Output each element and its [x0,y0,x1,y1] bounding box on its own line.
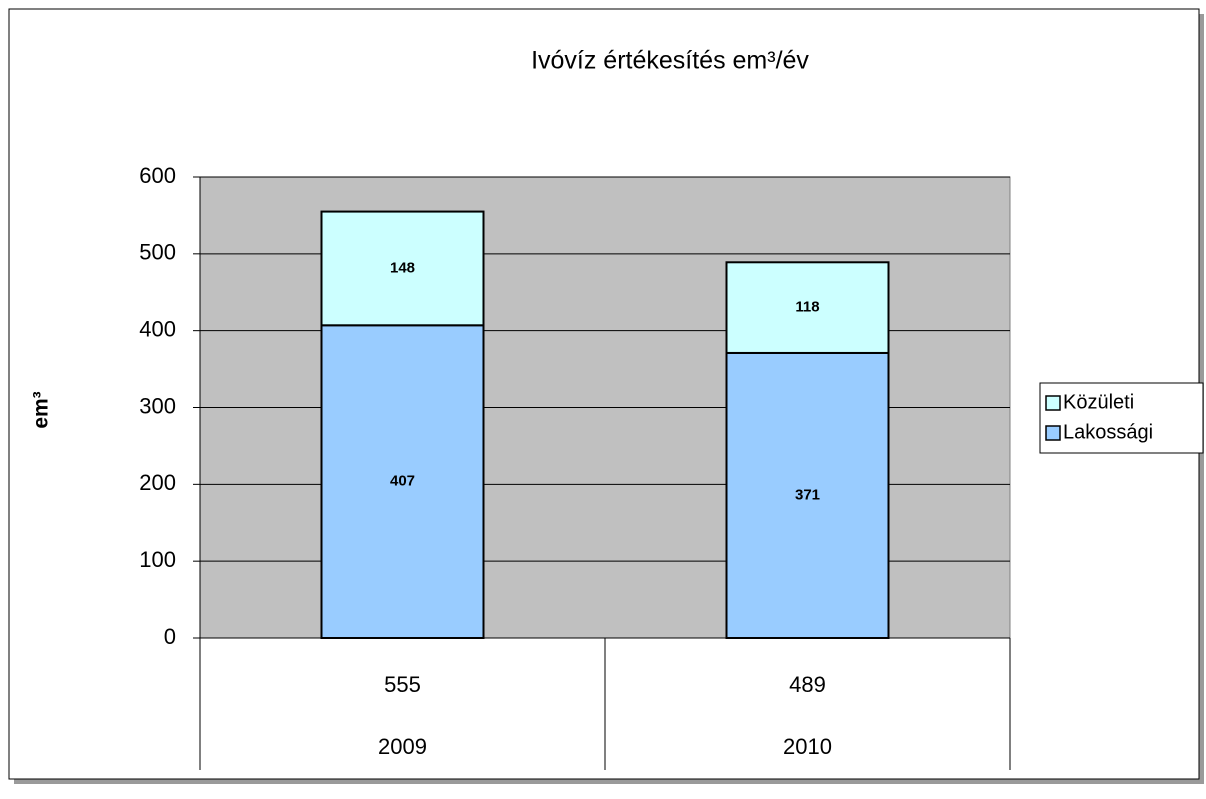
y-tick-label: 100 [139,547,176,572]
legend-label: Közületi [1063,391,1134,413]
category-total-label: 489 [789,672,826,697]
y-tick-label: 300 [139,393,176,418]
bar-segment [725,261,890,354]
bar-segment [725,351,890,639]
data-label: 371 [795,486,820,503]
x-tick-label: 2010 [783,734,832,759]
y-tick-label: 500 [139,240,176,265]
legend-swatch [1045,425,1061,441]
y-axis-label: em³ [30,391,53,428]
legend-label: Lakossági [1063,421,1153,443]
data-label: 407 [390,473,415,490]
data-label: 148 [390,259,415,276]
y-tick-label: 200 [139,470,176,495]
legend [1039,382,1204,454]
category-total-label: 555 [384,672,421,697]
bar-segment [320,210,485,327]
legend-swatch [1045,395,1061,411]
y-tick-label: 0 [164,624,176,649]
y-tick-label: 400 [139,316,176,341]
chart-title: Ivóvíz értékesítés em³/év [531,47,809,75]
y-tick-label: 600 [139,163,176,188]
x-tick-label: 2009 [378,734,427,759]
data-label: 118 [795,299,819,316]
